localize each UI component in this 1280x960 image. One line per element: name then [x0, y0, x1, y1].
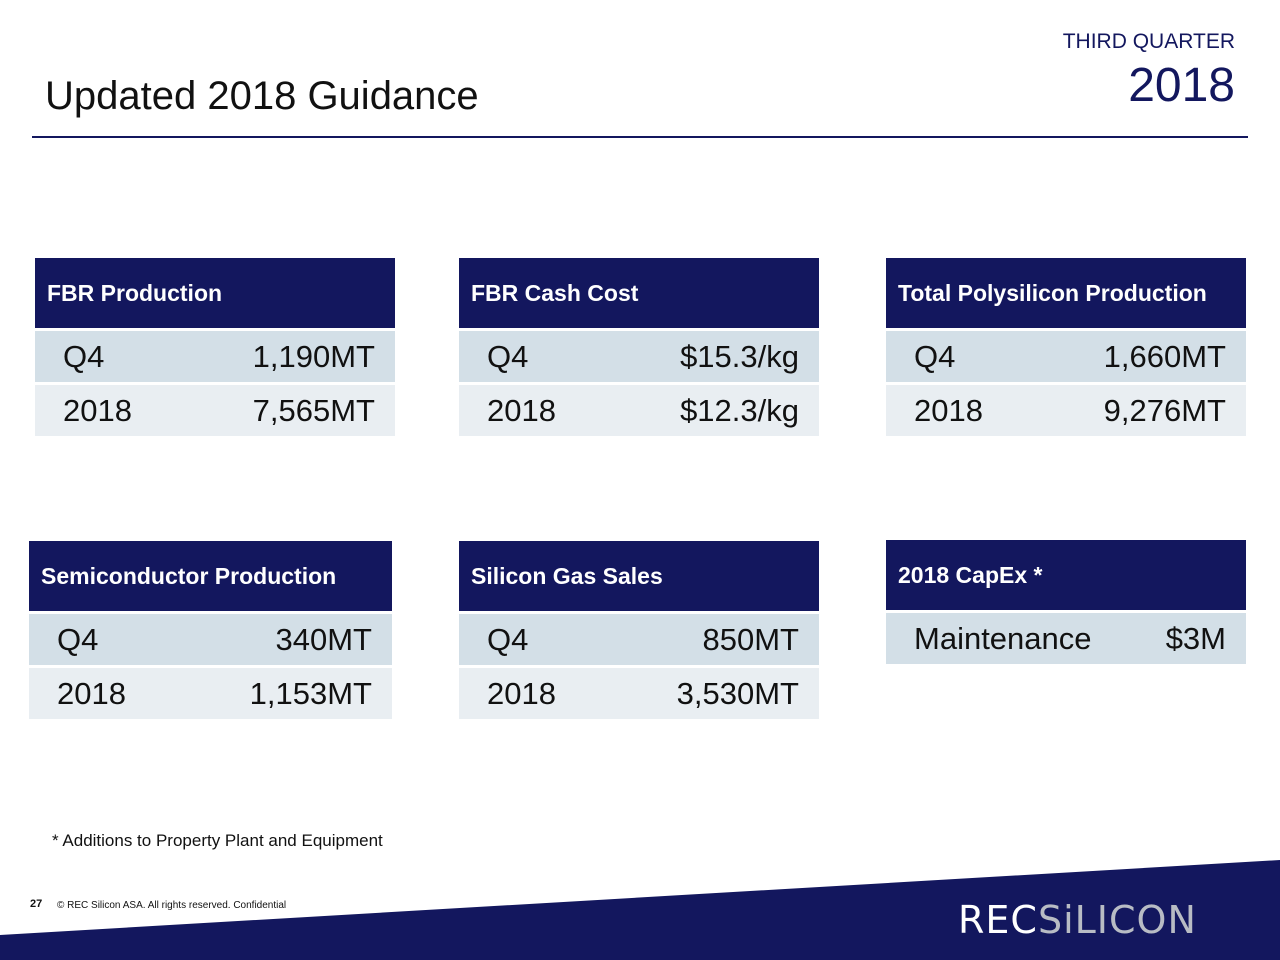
card-capex: 2018 CapEx * Maintenance $3M	[886, 540, 1246, 664]
row-value: $15.3/kg	[680, 338, 799, 374]
page-title: Updated 2018 Guidance	[45, 74, 479, 118]
row-label: 2018	[487, 675, 556, 711]
card-title: Total Polysilicon Production	[886, 258, 1246, 328]
card-title: Silicon Gas Sales	[459, 541, 819, 611]
table-row: 2018 $12.3/kg	[459, 385, 819, 436]
row-value: 9,276MT	[1103, 392, 1226, 428]
row-value: 1,153MT	[249, 675, 372, 711]
row-value: 7,565MT	[252, 392, 375, 428]
table-row: 2018 9,276MT	[886, 385, 1246, 436]
row-value: 1,190MT	[252, 338, 375, 374]
row-label: 2018	[63, 392, 132, 428]
table-row: Maintenance $3M	[886, 613, 1246, 664]
row-label: Q4	[57, 621, 99, 657]
card-title: FBR Cash Cost	[459, 258, 819, 328]
table-row: 2018 3,530MT	[459, 668, 819, 719]
row-label: Q4	[487, 338, 529, 374]
row-value: 340MT	[275, 621, 372, 657]
card-title: 2018 CapEx *	[886, 540, 1246, 610]
rec-silicon-logo: RECSiLICON	[958, 898, 1197, 942]
row-value: $12.3/kg	[680, 392, 799, 428]
row-label: Q4	[914, 338, 956, 374]
row-label: 2018	[914, 392, 983, 428]
row-label: 2018	[487, 392, 556, 428]
table-row: 2018 7,565MT	[35, 385, 395, 436]
card-fbr-production: FBR Production Q4 1,190MT 2018 7,565MT	[35, 258, 395, 436]
row-value: $3M	[1165, 620, 1226, 656]
row-value: 1,660MT	[1103, 338, 1226, 374]
table-row: Q4 850MT	[459, 614, 819, 665]
card-semiconductor: Semiconductor Production Q4 340MT 2018 1,1…	[29, 541, 392, 719]
copyright: © REC Silicon ASA. All rights reserved. …	[57, 900, 287, 911]
row-label: Maintenance	[914, 620, 1092, 656]
row-label: 2018	[57, 675, 126, 711]
table-row: 2018 1,153MT	[29, 668, 392, 719]
footnote: * Additions to Property Plant and Equipm…	[52, 831, 383, 850]
title-divider	[32, 136, 1248, 138]
row-value: 3,530MT	[676, 675, 799, 711]
row-label: Q4	[487, 621, 529, 657]
table-row: Q4 1,190MT	[35, 331, 395, 382]
quarter-label: THIRD QUARTER	[1062, 30, 1235, 53]
logo-silicon: SiLICON	[1037, 898, 1197, 942]
table-row: Q4 340MT	[29, 614, 392, 665]
year-label: 2018	[1128, 59, 1235, 112]
card-title: Semiconductor Production	[29, 541, 392, 611]
card-silicon-gas: Silicon Gas Sales Q4 850MT 2018 3,530MT	[459, 541, 819, 719]
logo-rec: REC	[958, 898, 1038, 942]
table-row: Q4 $15.3/kg	[459, 331, 819, 382]
card-title: FBR Production	[35, 258, 395, 328]
row-label: Q4	[63, 338, 105, 374]
page-number: 27	[30, 898, 43, 910]
row-value: 850MT	[702, 621, 799, 657]
card-total-polysilicon: Total Polysilicon Production Q4 1,660MT 2…	[886, 258, 1246, 436]
card-fbr-cash-cost: FBR Cash Cost Q4 $15.3/kg 2018 $12.3/kg	[459, 258, 819, 436]
table-row: Q4 1,660MT	[886, 331, 1246, 382]
